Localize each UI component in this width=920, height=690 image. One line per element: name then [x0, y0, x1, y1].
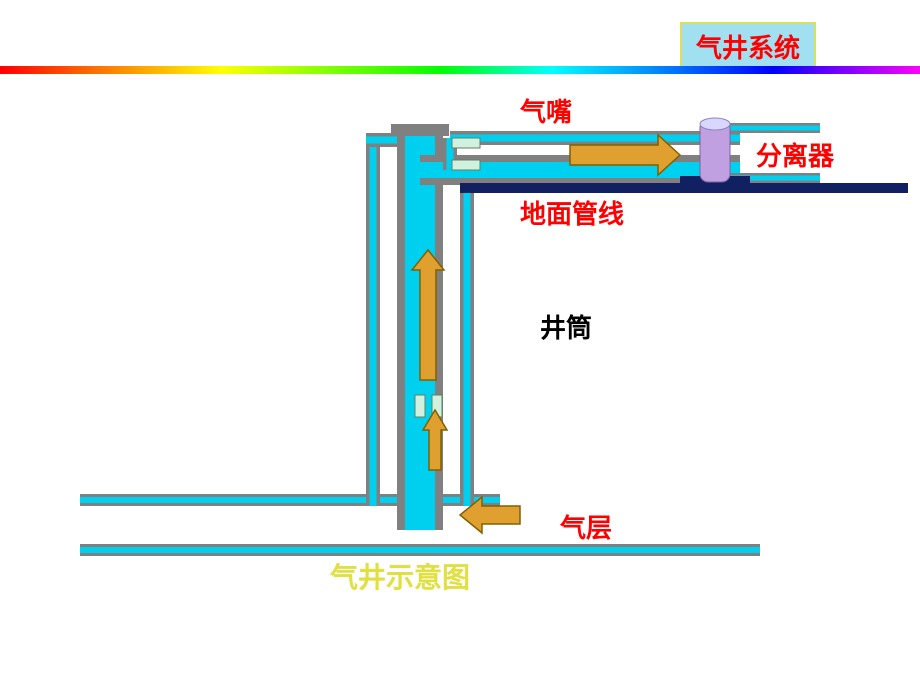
label-caption: 气井示意图 — [330, 556, 470, 596]
label-gaslayer: 气层 — [560, 508, 612, 545]
label-wellbore: 井筒 — [540, 308, 592, 345]
label-choke: 气嘴 — [520, 92, 572, 129]
label-separator: 分离器 — [756, 136, 834, 173]
label-pipeline: 地面管线 — [520, 194, 624, 231]
